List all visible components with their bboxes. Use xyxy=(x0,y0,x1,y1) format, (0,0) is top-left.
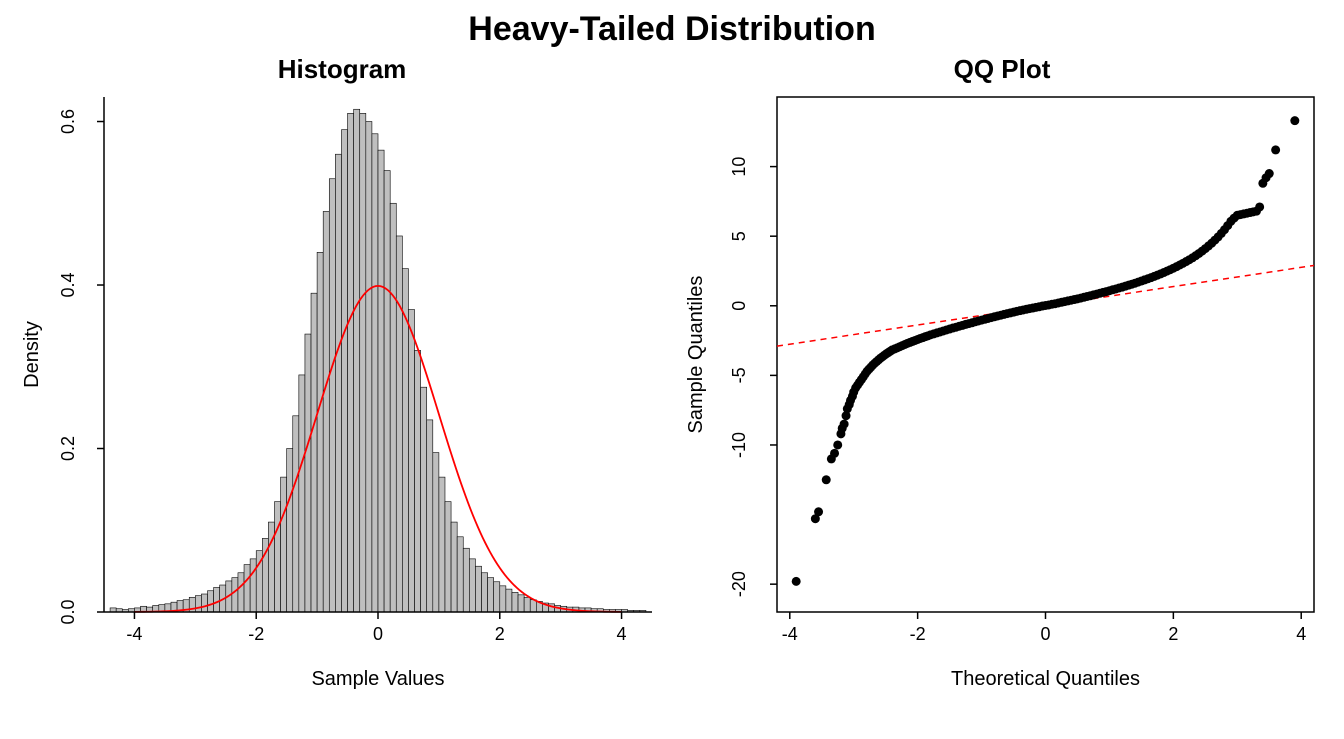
svg-text:0: 0 xyxy=(373,624,383,644)
svg-text:0.6: 0.6 xyxy=(58,109,78,134)
svg-text:-10: -10 xyxy=(729,432,749,458)
svg-text:5: 5 xyxy=(729,231,749,241)
histogram-title: Histogram xyxy=(12,54,672,85)
svg-text:0: 0 xyxy=(1040,624,1050,644)
svg-text:-2: -2 xyxy=(248,624,264,644)
svg-text:4: 4 xyxy=(1296,624,1306,644)
svg-text:0: 0 xyxy=(729,301,749,311)
histogram-panel: Histogram -4 -2 0 2 4 0.0 0.2 0.4 0.6 Sample Valu… xyxy=(12,54,672,712)
svg-text:Theoretical Quantiles: Theoretical Quantiles xyxy=(951,668,1140,690)
svg-text:-4: -4 xyxy=(782,624,798,644)
qqplot-chart: -4-2024-20-10-50510Theoretical Quantiles… xyxy=(672,87,1332,707)
qqplot-panel: QQ Plot -4-2024-20-10-50510Theoretical Q… xyxy=(672,54,1332,712)
svg-text:2: 2 xyxy=(1168,624,1178,644)
main-title: Heavy-Tailed Distribution xyxy=(0,10,1344,49)
svg-text:Density: Density xyxy=(21,321,43,388)
svg-text:0.4: 0.4 xyxy=(58,273,78,298)
svg-text:0.0: 0.0 xyxy=(58,599,78,624)
qqplot-title: QQ Plot xyxy=(672,54,1332,85)
svg-text:Sample Values: Sample Values xyxy=(311,668,444,690)
svg-text:4: 4 xyxy=(617,624,627,644)
svg-text:0.2: 0.2 xyxy=(58,436,78,461)
svg-text:10: 10 xyxy=(729,157,749,177)
svg-text:2: 2 xyxy=(495,624,505,644)
svg-text:Sample Quantiles: Sample Quantiles xyxy=(685,276,707,434)
svg-text:-2: -2 xyxy=(910,624,926,644)
svg-text:-20: -20 xyxy=(729,571,749,597)
histogram-chart: -4 -2 0 2 4 0.0 0.2 0.4 0.6 Sample Values Density xyxy=(12,87,672,707)
svg-text:-4: -4 xyxy=(126,624,142,644)
svg-text:-5: -5 xyxy=(729,367,749,383)
chart-panels: Histogram -4-20240.00.20.40.6Sample Valu… xyxy=(0,54,1344,712)
